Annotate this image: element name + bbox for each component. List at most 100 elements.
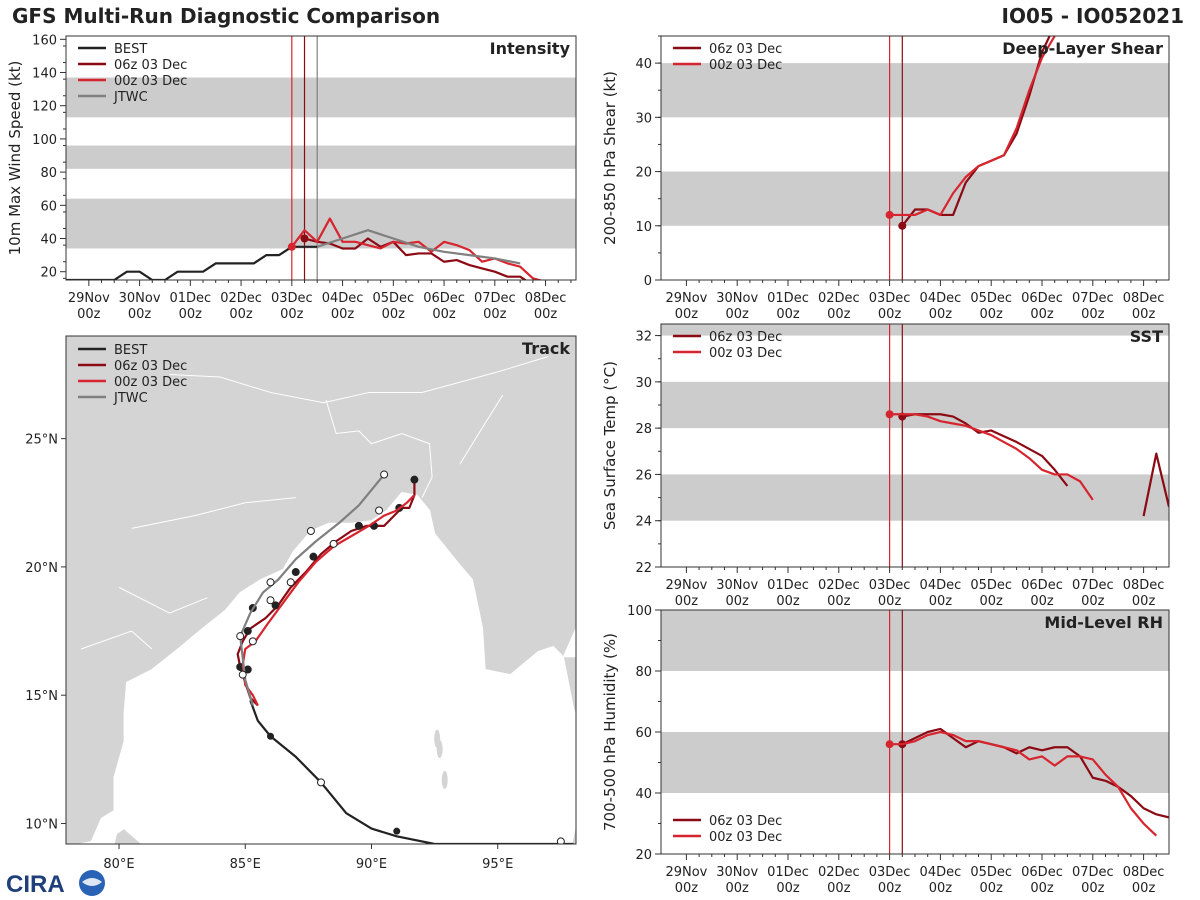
plot-content bbox=[66, 36, 576, 280]
border-line bbox=[325, 399, 433, 498]
initial-point bbox=[287, 242, 296, 251]
y-axis-label: 10m Max Wind Speed (kt) bbox=[6, 61, 24, 256]
initial-point bbox=[898, 221, 907, 230]
border-line bbox=[131, 497, 296, 529]
y-tick-label: 140 bbox=[32, 67, 57, 82]
x-tick-label: 02Dec bbox=[220, 291, 262, 306]
plot-content bbox=[661, 324, 1169, 567]
x-tick-label: 00z bbox=[776, 594, 800, 609]
x-tick-label: 02Dec bbox=[818, 865, 860, 880]
range-band bbox=[66, 77, 576, 118]
series-line-best bbox=[66, 245, 318, 280]
x-tick-label: 00z bbox=[980, 881, 1004, 896]
legend-label: 00z 03 Dec bbox=[709, 58, 782, 73]
x-tick-label: 29Nov bbox=[665, 291, 707, 306]
track-point bbox=[286, 578, 295, 587]
series-line-00z-03-dec bbox=[889, 36, 1056, 217]
y-axis-label: 200-850 hPa Shear (kt) bbox=[601, 71, 619, 245]
x-tick-label: 00z bbox=[1132, 594, 1156, 609]
x-tick-label: 00z bbox=[675, 881, 699, 896]
panel-deep-layer-shear: 01020304029Nov00z30Nov00z01Dec00z02Dec00… bbox=[601, 35, 1170, 322]
x-tick-label: 00z bbox=[382, 307, 406, 322]
x-tick-label: 00z bbox=[1081, 881, 1105, 896]
x-tick-label: 00z bbox=[179, 307, 203, 322]
x-tick-label: 29Nov bbox=[665, 578, 707, 593]
x-tick-label: 00z bbox=[1030, 594, 1054, 609]
initial-point bbox=[300, 234, 309, 243]
map-content bbox=[66, 336, 576, 844]
range-band bbox=[661, 474, 1169, 521]
y-tick-label: 30 bbox=[635, 111, 652, 126]
range-band bbox=[661, 324, 1169, 336]
border-lines bbox=[80, 356, 549, 650]
x-tick-label: 00z bbox=[827, 881, 851, 896]
legend-label: 06z 03 Dec bbox=[114, 359, 187, 374]
x-tick-label: 00z bbox=[980, 594, 1004, 609]
x-tick-label: 03Dec bbox=[869, 291, 911, 306]
border-line bbox=[169, 356, 549, 404]
track-point bbox=[329, 539, 338, 548]
x-tick-label: 02Dec bbox=[818, 291, 860, 306]
legend-label: 06z 03 Dec bbox=[114, 58, 187, 73]
x-tick-label: 00z bbox=[432, 307, 456, 322]
plot-content bbox=[661, 610, 1169, 854]
y-tick-label: 40 bbox=[635, 57, 652, 72]
x-tick-label: 30Nov bbox=[716, 291, 758, 306]
x-tick-label: 00z bbox=[1030, 307, 1054, 322]
x-tick-label: 07Dec bbox=[1072, 865, 1114, 880]
legend-label: 00z 03 Dec bbox=[709, 346, 782, 361]
x-tick-label: 03Dec bbox=[869, 865, 911, 880]
x-tick-label: 00z bbox=[980, 307, 1004, 322]
land-island bbox=[113, 827, 143, 844]
best-track-point bbox=[267, 732, 275, 740]
x-tick-label: 04Dec bbox=[920, 865, 962, 880]
x-tick-label: 00z bbox=[280, 307, 304, 322]
legend-label: JTWC bbox=[113, 391, 148, 406]
panel-mid-level-rh: 2040608010029Nov00z30Nov00z01Dec00z02Dec… bbox=[601, 604, 1170, 896]
track-point bbox=[380, 470, 389, 479]
y-tick-label: 80 bbox=[40, 166, 57, 181]
x-tick-label: 00z bbox=[675, 307, 699, 322]
track-point bbox=[266, 578, 275, 587]
panel-track: 80°E 85°E 90°E 95°E 10°N 15°N 20°N 25°N Track BES… bbox=[25, 335, 577, 872]
plot-content bbox=[661, 36, 1169, 280]
plot-frame bbox=[65, 335, 577, 845]
x-tick-label: 30Nov bbox=[716, 865, 758, 880]
x-tick-label: 00z bbox=[1132, 881, 1156, 896]
x-tick-label: 00z bbox=[726, 307, 750, 322]
x-tick-label: 00z bbox=[878, 881, 902, 896]
x-tick-label: 07Dec bbox=[1072, 291, 1114, 306]
x-tick-label: 07Dec bbox=[474, 291, 516, 306]
series-line-00z-03-dec bbox=[889, 730, 1158, 837]
initial-point bbox=[885, 210, 894, 219]
panel-intensity: 2040608010012014016029Nov00z30Nov00z01De… bbox=[6, 33, 577, 322]
x-tick-label: 00z bbox=[776, 307, 800, 322]
track-point bbox=[271, 601, 280, 610]
track-point bbox=[410, 475, 419, 484]
track-point bbox=[243, 627, 252, 636]
track-point bbox=[306, 526, 315, 535]
x-tick-label: 00z bbox=[929, 594, 953, 609]
x-tick-label: 00z bbox=[726, 881, 750, 896]
range-band bbox=[661, 63, 1169, 118]
x-tick-label: 00z bbox=[878, 307, 902, 322]
x-tick-label: 30Nov bbox=[119, 291, 161, 306]
series-line-06z-03-dec bbox=[304, 237, 528, 280]
range-band bbox=[661, 171, 1169, 226]
x-tick-label: 08Dec bbox=[525, 291, 567, 306]
y-tick-label: 26 bbox=[635, 468, 652, 483]
x-tick-label: 03Dec bbox=[271, 291, 313, 306]
legend-label: BEST bbox=[114, 42, 147, 57]
track-point bbox=[236, 632, 245, 641]
border-line bbox=[118, 586, 208, 614]
x-tick-label: 01Dec bbox=[767, 865, 809, 880]
track-point bbox=[248, 637, 257, 646]
y-tick-label: 22 bbox=[635, 561, 652, 576]
y-axis-label: Sea Surface Temp (°C) bbox=[601, 361, 619, 530]
cira-logo-text: CIRA bbox=[6, 871, 65, 898]
land-mainland bbox=[66, 336, 576, 844]
plot-frame bbox=[65, 35, 577, 281]
y-tick-label: 25°N bbox=[25, 433, 58, 448]
legend-label: 00z 03 Dec bbox=[114, 74, 187, 89]
x-tick-label: 00z bbox=[675, 594, 699, 609]
